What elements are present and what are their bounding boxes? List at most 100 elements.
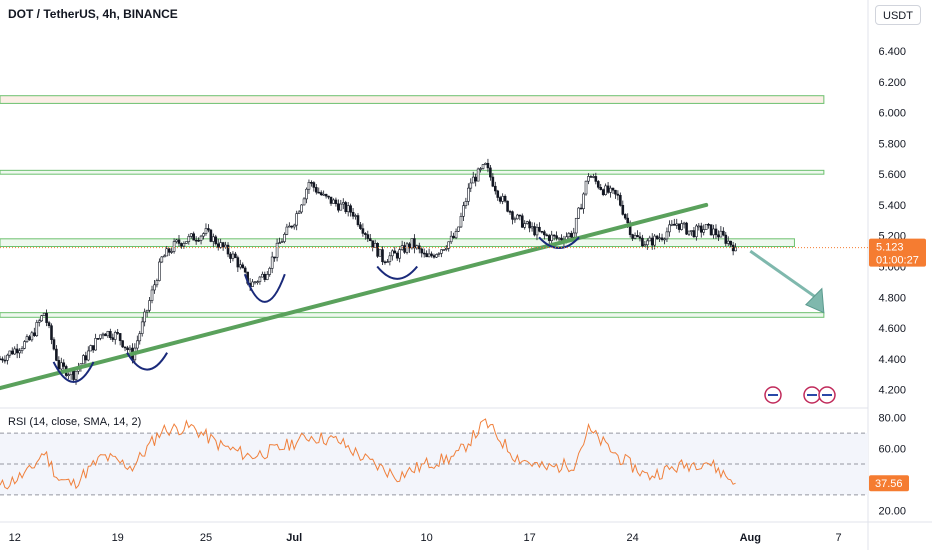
candle-body	[229, 253, 232, 259]
candle-body	[170, 251, 173, 253]
price-tick-label: 5.600	[878, 169, 906, 181]
candle-body	[300, 204, 303, 213]
candle-body	[273, 256, 276, 259]
candle-body	[312, 182, 316, 188]
candle-body	[547, 235, 551, 241]
candle-body	[111, 337, 115, 340]
candle-body	[498, 197, 502, 202]
candle-body	[435, 254, 438, 258]
candle-body	[395, 252, 399, 259]
candle-body	[25, 336, 29, 342]
candle-body	[484, 162, 487, 165]
candle-body	[364, 233, 367, 235]
time-tick-label: 25	[200, 532, 212, 544]
candle-body	[609, 187, 612, 193]
candle-body	[626, 217, 630, 224]
candle-body	[121, 340, 124, 348]
candle-body	[457, 226, 460, 232]
candle-body	[619, 195, 622, 206]
candle-body	[241, 264, 245, 269]
last-price-label: 5.123	[876, 242, 904, 254]
candle-body	[574, 217, 578, 234]
candle-body	[37, 320, 41, 323]
candle-body	[339, 203, 343, 211]
candle-body	[376, 243, 379, 257]
candle-body	[646, 240, 649, 246]
candle-body	[577, 207, 580, 219]
candle-body	[177, 239, 181, 244]
rsi-line	[0, 418, 736, 490]
candle-body	[425, 253, 428, 258]
candle-body	[444, 248, 448, 250]
candle-body	[224, 244, 227, 248]
candle-body	[702, 229, 706, 233]
candle-body	[621, 204, 625, 215]
candle-body	[113, 332, 117, 340]
candle-body	[265, 274, 269, 280]
candle-body	[33, 332, 36, 336]
candle-body	[361, 228, 365, 234]
candle-body	[185, 241, 188, 244]
candle-body	[128, 347, 132, 351]
candle-body	[172, 241, 176, 252]
candle-body	[660, 237, 664, 240]
candle-body	[707, 223, 710, 226]
candle-body	[680, 223, 683, 230]
candle-body	[601, 189, 605, 195]
candle-body	[187, 236, 191, 242]
currency-button[interactable]: USDT	[875, 5, 921, 25]
support-arc	[376, 265, 418, 280]
candle-body	[503, 195, 507, 202]
candle-body	[307, 182, 311, 190]
candle-body	[221, 242, 225, 248]
support-arc	[52, 361, 95, 383]
rsi-value-badge	[869, 475, 909, 492]
candle-body	[106, 331, 110, 337]
candle-body	[10, 350, 14, 355]
candle-body	[202, 233, 205, 237]
candle-body	[726, 240, 730, 244]
candle-body	[650, 237, 654, 246]
candle-body	[234, 253, 237, 258]
candle-body	[371, 240, 375, 248]
candle-body	[437, 253, 441, 255]
candle-body	[226, 244, 230, 255]
candle-body	[238, 264, 242, 268]
candle-body	[155, 280, 159, 286]
candle-body	[381, 249, 384, 263]
candle-body	[167, 248, 171, 253]
candle-body	[143, 311, 146, 323]
candle-body	[47, 322, 51, 327]
candle-body	[23, 341, 26, 349]
candle-body	[717, 234, 720, 238]
candle-body	[459, 216, 463, 228]
candle-body	[592, 176, 595, 178]
candle-body	[550, 234, 553, 241]
candle-body	[633, 235, 637, 239]
candle-body	[489, 167, 492, 178]
candle-body	[511, 211, 514, 220]
candle-body	[388, 255, 392, 262]
candle-body	[658, 237, 661, 240]
candle-body	[18, 350, 21, 354]
candle-body	[722, 230, 725, 236]
candle-body	[611, 187, 615, 191]
candle-body	[449, 235, 453, 243]
candle-body	[6, 354, 9, 361]
candle-body	[535, 226, 539, 236]
candle-body	[422, 252, 426, 255]
candle-body	[62, 362, 66, 367]
rsi-tick-label: 20.00	[878, 505, 906, 517]
candle-body	[30, 332, 34, 341]
candle-body	[91, 345, 95, 351]
arrow-shaft	[749, 249, 819, 300]
candle-body	[84, 355, 88, 361]
candle-body	[288, 225, 291, 228]
candle-body	[160, 256, 164, 263]
candle-body	[491, 176, 495, 187]
price-tick-label: 6.200	[878, 77, 906, 89]
candle-body	[28, 336, 31, 341]
candle-body	[126, 347, 129, 351]
candle-body	[513, 218, 517, 221]
